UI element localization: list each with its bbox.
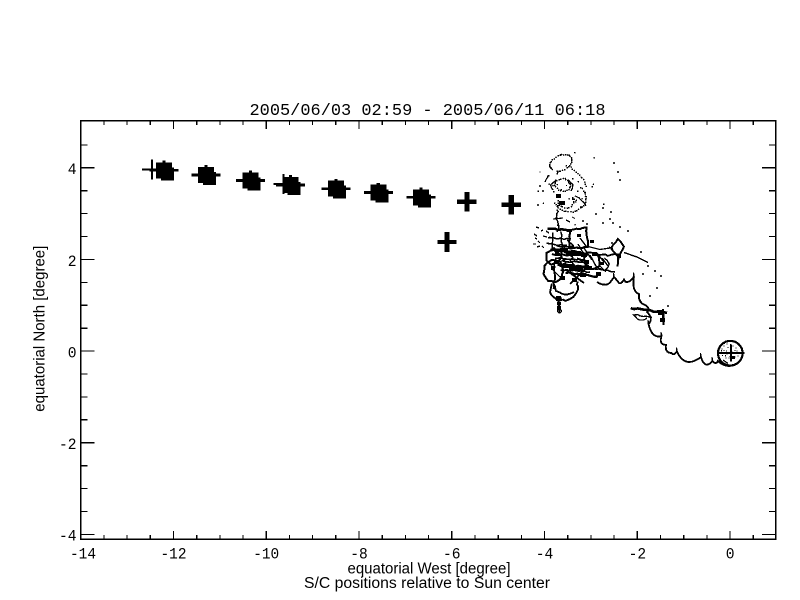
svg-text:2: 2 [68, 253, 77, 271]
svg-text:0: 0 [68, 344, 77, 362]
svg-text:-6: -6 [443, 546, 461, 564]
svg-text:-8: -8 [350, 546, 368, 564]
svg-text:-12: -12 [161, 546, 187, 564]
svg-text:-2: -2 [59, 436, 77, 454]
svg-text:-2: -2 [629, 546, 647, 564]
svg-text:equatorial North [degree]: equatorial North [degree] [32, 246, 49, 412]
svg-text:-14: -14 [70, 546, 96, 564]
svg-text:2005/06/03 02:59 - 2005/06/11: 2005/06/03 02:59 - 2005/06/11 06:18 [250, 102, 606, 121]
svg-text:-10: -10 [253, 546, 279, 564]
svg-text:-4: -4 [536, 546, 554, 564]
svg-text:equatorial West [degree]: equatorial West [degree] [348, 561, 511, 578]
svg-text:-4: -4 [59, 528, 77, 546]
svg-text:4: 4 [68, 161, 77, 179]
svg-text:0: 0 [726, 546, 735, 564]
svg-text:S/C positions relative to Sun: S/C positions relative to Sun center [304, 575, 550, 592]
